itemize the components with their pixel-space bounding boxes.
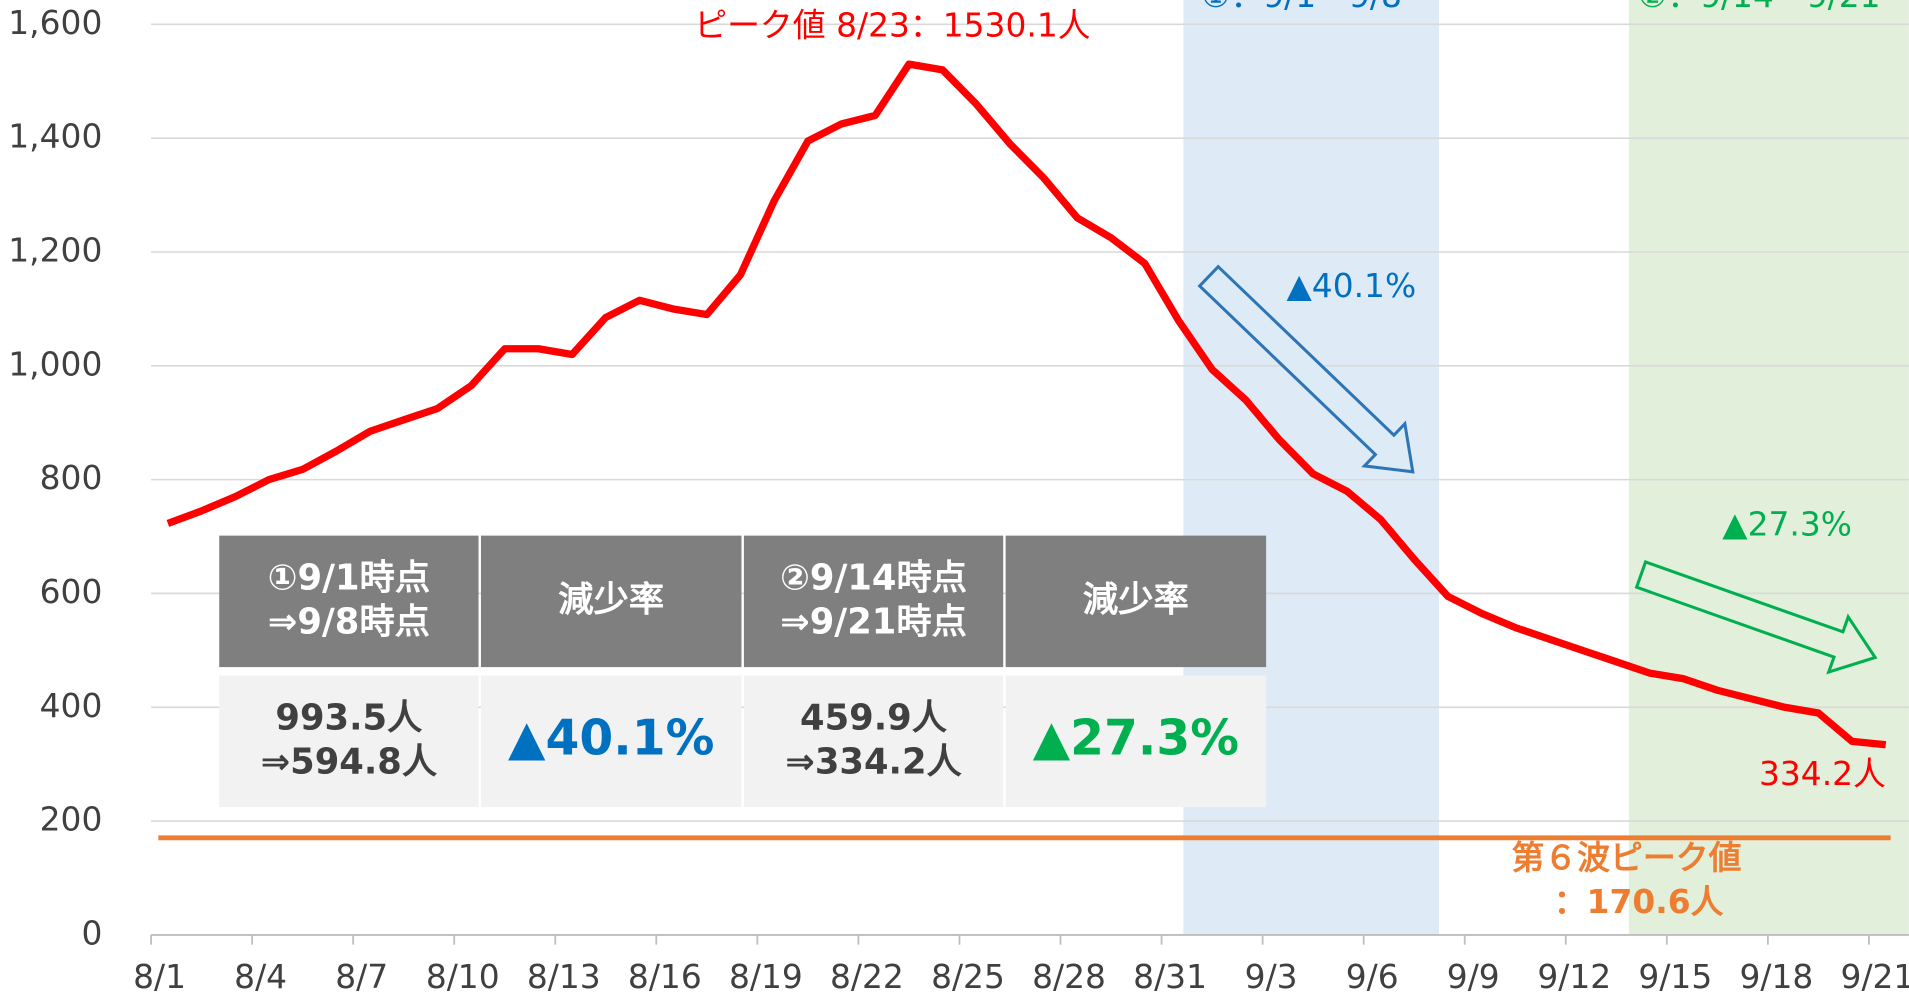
peak-label: ピーク値 8/23：1530.1人 [694, 5, 1090, 44]
x-tick-label: 9/9 [1447, 957, 1500, 996]
reference-label: 第６波ピーク値 [1511, 838, 1741, 877]
period-label: ②：9/14～9/21 [1638, 0, 1881, 15]
y-tick-label: 800 [40, 458, 103, 497]
x-tick-label: 9/15 [1638, 957, 1712, 996]
data-line [166, 60, 1887, 749]
plot: ①：9/1～9/8 ②：9/14～9/21 0 200 400 600 800 1,000 1,… [8, 0, 1909, 996]
table-text: ⇒334.2人 [785, 741, 962, 782]
y-tick-label: 0 [81, 913, 102, 952]
x-tick-label: 8/13 [527, 957, 601, 996]
table-cell [480, 675, 742, 808]
x-tick-label: 8/10 [426, 957, 500, 996]
x-tick-label: 8/7 [335, 957, 388, 996]
table-text: ▲27.3% [1033, 710, 1239, 766]
table-cell [743, 675, 1004, 808]
table-text: ⇒594.8人 [261, 741, 438, 782]
x-tick-label: 8/4 [234, 957, 287, 996]
x-tick-label: 9/6 [1346, 957, 1399, 996]
table-text: ①9/1時点 [268, 557, 431, 598]
table-cell [1005, 535, 1267, 668]
table-cell [219, 535, 479, 668]
x-tick-label: 8/16 [628, 957, 702, 996]
table-text: ②9/14時点 [780, 557, 967, 598]
y-tick-label: 200 [40, 800, 103, 839]
x-tick-label: 9/18 [1739, 957, 1813, 996]
y-tick-label: 1,000 [8, 344, 102, 383]
x-tick-label: 8/19 [729, 957, 803, 996]
y-tick-label: 1,400 [8, 117, 102, 156]
y-tick-label: 600 [40, 572, 103, 611]
x-tick-label: 8/22 [830, 957, 904, 996]
x-tick-label: 8/28 [1032, 957, 1106, 996]
blue-arrow [1197, 264, 1415, 474]
table-text: 993.5人 [275, 697, 423, 738]
y-tick-label: 1,600 [8, 3, 102, 42]
backgrounds [151, 0, 1909, 936]
x-tick-label: 9/21 [1841, 957, 1909, 996]
y-tick-label: 400 [40, 686, 103, 725]
rate-label: ▲40.1% [1287, 266, 1417, 305]
table-cell [480, 535, 742, 668]
table-text: ⇒9/21時点 [780, 601, 967, 642]
table-text: 減少率 [1083, 579, 1189, 620]
reference-label: ：170.6人 [1554, 882, 1724, 921]
rate-label: ▲27.3% [1722, 504, 1852, 543]
table-text: ⇒9/8時点 [268, 601, 430, 642]
x-tick-label: 9/3 [1245, 957, 1298, 996]
x-tick-label: 8/1 [133, 957, 186, 996]
end-label: 334.2人 [1759, 754, 1886, 793]
table-text: ▲40.1% [508, 710, 714, 766]
x-tick-label: 9/12 [1537, 957, 1611, 996]
green-arrow [1634, 560, 1878, 675]
table-cell [743, 535, 1004, 668]
period-band [1628, 0, 1909, 935]
table-cell [219, 675, 479, 808]
period-label: ①：9/1～9/8 [1201, 0, 1402, 15]
x-tick-label: 8/25 [931, 957, 1005, 996]
table-text: 減少率 [558, 579, 664, 620]
x-tick-label: 8/31 [1133, 957, 1207, 996]
table-text: 459.9人 [800, 697, 948, 738]
table-cell [1005, 675, 1267, 808]
y-tick-label: 1,200 [8, 230, 102, 269]
